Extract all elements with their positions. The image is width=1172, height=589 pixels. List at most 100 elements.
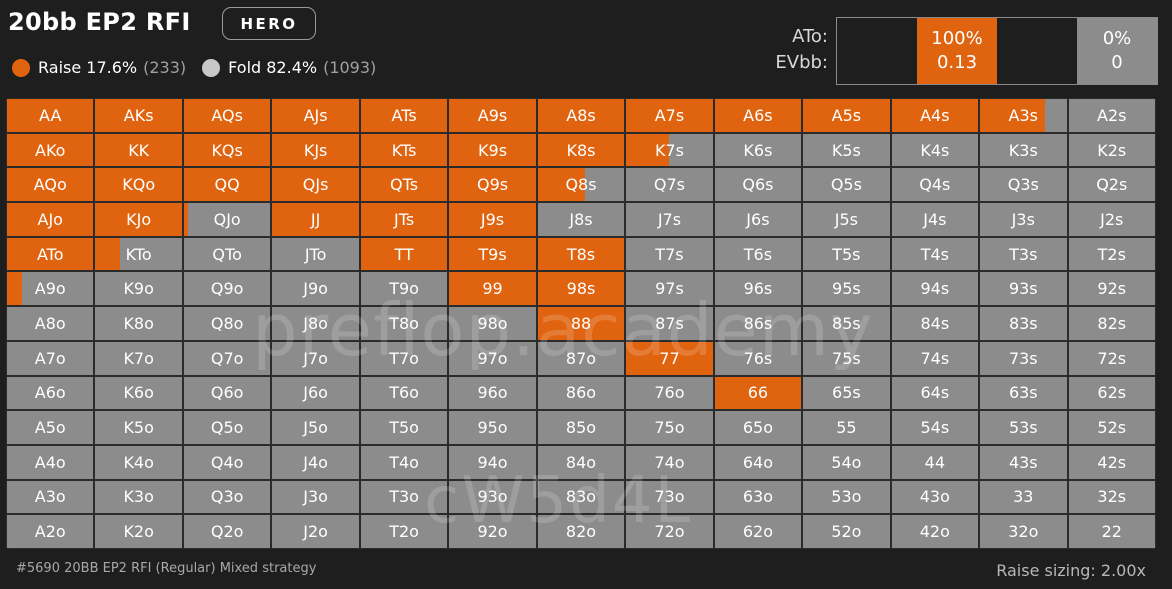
hand-cell[interactable]: 94o	[448, 444, 537, 480]
hand-cell[interactable]: 77	[625, 340, 714, 376]
hand-cell[interactable]: Q9s	[448, 167, 537, 203]
hand-cell[interactable]: Q7s	[625, 167, 714, 203]
hand-cell[interactable]: 66	[713, 375, 803, 411]
hand-cell[interactable]: K6s	[713, 132, 803, 168]
hand-cell[interactable]: Q2o	[182, 514, 272, 549]
hand-cell[interactable]: Q4o	[182, 444, 272, 480]
hand-cell[interactable]: 54s	[890, 410, 980, 445]
hand-cell[interactable]: 98s	[536, 271, 626, 307]
hand-cell[interactable]: 99	[448, 271, 537, 307]
hand-cell[interactable]: J8s	[536, 202, 626, 237]
hand-cell[interactable]: T7o	[359, 340, 449, 376]
hand-cell[interactable]: ATs	[359, 98, 449, 133]
hand-cell[interactable]: QTo	[182, 236, 272, 272]
legend-fold[interactable]: Fold 82.4% (1093)	[202, 58, 376, 77]
hand-cell[interactable]: K3o	[94, 479, 183, 515]
hand-cell[interactable]: K7o	[94, 340, 183, 376]
hand-cell[interactable]: 52s	[1067, 410, 1156, 445]
hand-cell[interactable]: K5o	[94, 410, 183, 445]
hand-cell[interactable]: A7o	[6, 340, 95, 376]
hand-cell[interactable]: T3o	[359, 479, 449, 515]
hand-cell[interactable]: 22	[1067, 514, 1156, 549]
hand-cell[interactable]: T7s	[625, 236, 714, 272]
hand-cell[interactable]: T5s	[802, 236, 891, 272]
hand-cell[interactable]: J8o	[271, 306, 360, 341]
hand-cell[interactable]: 43s	[979, 444, 1068, 480]
hand-cell[interactable]: J2o	[271, 514, 360, 549]
hand-cell[interactable]: KJo	[94, 202, 183, 237]
hand-cell[interactable]: 95s	[802, 271, 891, 307]
hand-cell[interactable]: 53o	[802, 479, 891, 515]
hand-cell[interactable]: 62o	[713, 514, 803, 549]
hand-cell[interactable]: 75s	[802, 340, 891, 376]
hand-cell[interactable]: JTs	[359, 202, 449, 237]
hand-cell[interactable]: KQs	[182, 132, 272, 168]
hand-cell[interactable]: 95o	[448, 410, 537, 445]
hand-cell[interactable]: K7s	[625, 132, 714, 168]
hand-cell[interactable]: 64o	[713, 444, 803, 480]
hand-cell[interactable]: A2o	[6, 514, 95, 549]
hand-cell[interactable]: JJ	[271, 202, 360, 237]
hand-cell[interactable]: 85s	[802, 306, 891, 341]
hand-cell[interactable]: Q9o	[182, 271, 272, 307]
hand-cell[interactable]: T8s	[536, 236, 626, 272]
hand-cell[interactable]: Q3s	[979, 167, 1068, 203]
hand-cell[interactable]: 84s	[890, 306, 980, 341]
hand-cell[interactable]: JTo	[271, 236, 360, 272]
hand-cell[interactable]: KQo	[94, 167, 183, 203]
hand-cell[interactable]: A7s	[625, 98, 714, 133]
hand-cell[interactable]: 83s	[979, 306, 1068, 341]
hand-cell[interactable]: T5o	[359, 410, 449, 445]
hand-cell[interactable]: KJs	[271, 132, 360, 168]
hand-cell[interactable]: A6s	[713, 98, 803, 133]
hand-cell[interactable]: Q5o	[182, 410, 272, 445]
hand-cell[interactable]: T9s	[448, 236, 537, 272]
hand-cell[interactable]: 64s	[890, 375, 980, 411]
hand-cell[interactable]: 72o	[625, 514, 714, 549]
hand-cell[interactable]: KTo	[94, 236, 183, 272]
hand-cell[interactable]: J5o	[271, 410, 360, 445]
hand-cell[interactable]: AJo	[6, 202, 95, 237]
hand-cell[interactable]: A4s	[890, 98, 980, 133]
hand-cell[interactable]: 87s	[625, 306, 714, 341]
hand-cell[interactable]: A8s	[536, 98, 626, 133]
hand-cell[interactable]: K3s	[979, 132, 1068, 168]
hand-cell[interactable]: 55	[802, 410, 891, 445]
hand-cell[interactable]: 32s	[1067, 479, 1156, 515]
hand-cell[interactable]: K9o	[94, 271, 183, 307]
hand-cell[interactable]: 97s	[625, 271, 714, 307]
hand-cell[interactable]: AQo	[6, 167, 95, 203]
hand-cell[interactable]: 92o	[448, 514, 537, 549]
hand-cell[interactable]: T6s	[713, 236, 803, 272]
hand-cell[interactable]: 52o	[802, 514, 891, 549]
hand-cell[interactable]: KK	[94, 132, 183, 168]
hand-cell[interactable]: K8s	[536, 132, 626, 168]
hand-cell[interactable]: 33	[979, 479, 1068, 515]
hand-cell[interactable]: 32o	[979, 514, 1068, 549]
hand-cell[interactable]: 42o	[890, 514, 980, 549]
hand-cell[interactable]: AQs	[182, 98, 272, 133]
hand-cell[interactable]: A3o	[6, 479, 95, 515]
hand-cell[interactable]: K6o	[94, 375, 183, 411]
hand-cell[interactable]: 86s	[713, 306, 803, 341]
hand-cell[interactable]: J6s	[713, 202, 803, 237]
hand-cell[interactable]: K2s	[1067, 132, 1156, 168]
hand-cell[interactable]: 74o	[625, 444, 714, 480]
hand-cell[interactable]: A5o	[6, 410, 95, 445]
hand-cell[interactable]: 65s	[802, 375, 891, 411]
hand-cell[interactable]: 62s	[1067, 375, 1156, 411]
hand-cell[interactable]: T9o	[359, 271, 449, 307]
hand-cell[interactable]: Q3o	[182, 479, 272, 515]
hand-cell[interactable]: 82s	[1067, 306, 1156, 341]
hand-cell[interactable]: 65o	[713, 410, 803, 445]
hand-cell[interactable]: 76s	[713, 340, 803, 376]
hand-cell[interactable]: K8o	[94, 306, 183, 341]
legend-raise[interactable]: Raise 17.6% (233)	[12, 58, 186, 77]
hand-cell[interactable]: 44	[890, 444, 980, 480]
hand-cell[interactable]: J3o	[271, 479, 360, 515]
hand-cell[interactable]: A6o	[6, 375, 95, 411]
hand-cell[interactable]: J7s	[625, 202, 714, 237]
hand-cell[interactable]: Q4s	[890, 167, 980, 203]
hand-cell[interactable]: J3s	[979, 202, 1068, 237]
hand-cell[interactable]: AA	[6, 98, 95, 133]
